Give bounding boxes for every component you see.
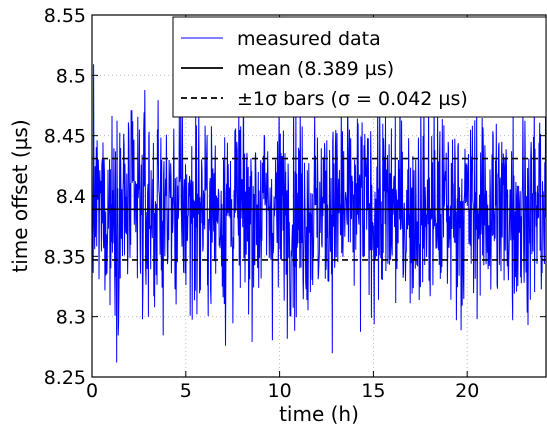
- x-axis-label: time (h): [279, 402, 359, 426]
- x-tick-label-2: 10: [268, 380, 292, 402]
- y-tick-label-4: 8.45: [44, 126, 86, 148]
- plot-area: [91, 63, 547, 363]
- legend: measured data mean (8.389 µs) ±1σ bars (…: [172, 16, 547, 118]
- y-tick-label-0: 8.25: [44, 367, 86, 389]
- legend-box: [172, 16, 547, 118]
- x-tick-label-3: 15: [361, 380, 385, 402]
- y-tick-label-1: 8.3: [56, 307, 86, 329]
- tick-labels: 0 5 10 15 20 8.25 8.3 8.35 8.4 8.45 8.5 8.55: [44, 5, 480, 402]
- x-tick-label-0: 0: [86, 380, 98, 402]
- x-tick-label-4: 20: [455, 380, 479, 402]
- y-tick-label-2: 8.35: [44, 246, 86, 268]
- y-tick-label-6: 8.55: [44, 5, 86, 27]
- measured-data-line: [91, 63, 547, 363]
- y-tick-label-3: 8.4: [56, 186, 86, 208]
- legend-entry-measured-data: measured data: [237, 28, 381, 50]
- y-axis-label: time offset (µs): [8, 119, 32, 272]
- legend-entry-sigma-bars: ±1σ bars (σ = 0.042 µs): [237, 88, 468, 110]
- x-tick-label-1: 5: [180, 380, 192, 402]
- y-tick-label-5: 8.5: [56, 65, 86, 87]
- legend-entry-mean: mean (8.389 µs): [237, 58, 394, 80]
